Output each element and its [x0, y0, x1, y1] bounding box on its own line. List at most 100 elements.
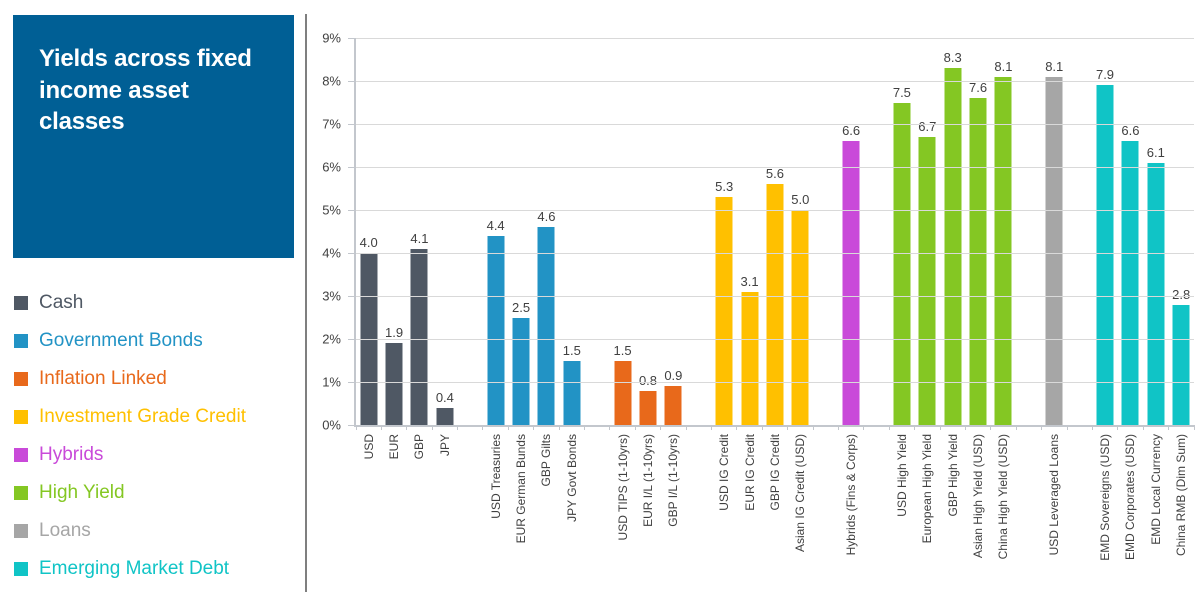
bar-china-rmb-dim-sum [1172, 304, 1190, 425]
title-card: Yields across fixed income asset classes [13, 15, 294, 258]
x-label-slot [864, 434, 889, 561]
x-axis-label: GBP Gilts [539, 434, 554, 487]
legend-item-hybrids: Hybrids [14, 436, 306, 474]
x-axis-tick [964, 425, 966, 430]
x-axis-label: EUR [387, 434, 402, 460]
x-axis-tick [507, 425, 509, 430]
y-axis-tick [348, 166, 355, 168]
gridline [356, 167, 1194, 168]
y-axis-label: 3% [322, 288, 341, 304]
bar-value-label: 7.6 [969, 80, 988, 96]
plot-area: 4.0 1.9 4.1 0.4 4.4 2.5 4.6 1.5 1.5 0.8 0.9 5.3 3.1 5… [322, 31, 1194, 433]
bar-usd-treasuries [487, 235, 505, 425]
x-label-slot: JPY Govt Bonds [559, 434, 584, 561]
x-axis-tick [939, 425, 941, 430]
x-axis-tick [380, 425, 382, 430]
x-label-slot: GBP IG Credit [762, 434, 787, 561]
x-axis-tick [888, 425, 890, 430]
x-label-slot: Asian High Yield (USD) [965, 434, 990, 561]
x-axis-tick [355, 425, 357, 430]
legend-label: Hybrids [39, 444, 104, 465]
bar-slot-jpy: 0.4 [432, 38, 457, 425]
bar-usd-tips-1-10yrs [614, 360, 632, 425]
bar-asian-ig-credit-usd [791, 210, 809, 425]
x-label-slot [686, 434, 711, 561]
legend-item-emerging-market-debt: Emerging Market Debt [14, 550, 306, 588]
legend-swatch [14, 562, 28, 576]
legend-swatch [14, 486, 28, 500]
y-axis-tick [348, 123, 355, 125]
bar-usd-ig-credit [715, 197, 733, 425]
x-axis-tick [1066, 425, 1068, 430]
spacer-slot [686, 38, 711, 425]
legend-item-inflation-linked: Inflation Linked [14, 360, 306, 398]
bar-value-label: 1.9 [385, 325, 404, 341]
x-label-slot: EMD Corporates (USD) [1118, 434, 1143, 561]
x-axis-label: GBP High Yield [945, 434, 960, 517]
bar-slot-usd-high-yield: 7.5 [889, 38, 914, 425]
bar-slot-gbp-ig-credit: 5.6 [762, 38, 787, 425]
x-axis-label: EMD Local Currency [1148, 434, 1163, 545]
bar-slot-asian-high-yield-usd: 7.6 [965, 38, 990, 425]
bar-slot-usd-treasuries: 4.4 [483, 38, 508, 425]
x-label-slot: European High Yield [915, 434, 940, 561]
legend-item-investment-grade-credit: Investment Grade Credit [14, 398, 306, 436]
y-axis-tick [348, 424, 355, 426]
bar-value-label: 2.8 [1172, 286, 1191, 302]
bar-asian-high-yield-usd [969, 98, 987, 425]
spacer-slot [585, 38, 610, 425]
bar-jpy [436, 407, 454, 425]
bar-slot-china-rmb-dim-sum: 2.8 [1169, 38, 1194, 425]
bar-eur-i-l-1-10yrs [639, 390, 657, 425]
x-label-slot: EUR I/L (1-10yrs) [635, 434, 660, 561]
x-axis-tick [1041, 425, 1043, 430]
bar-value-label: 4.0 [359, 235, 378, 250]
legend-item-high-yield: High Yield [14, 474, 306, 512]
x-axis-tick [1117, 425, 1119, 430]
legend-item-cash: Cash [14, 284, 306, 322]
x-label-slot: GBP [407, 434, 432, 561]
x-axis-label: EUR I/L (1-10yrs) [640, 434, 655, 527]
gridline [356, 296, 1194, 297]
legend-label: Emerging Market Debt [39, 558, 230, 579]
x-label-slot: EUR IG Credit [737, 434, 762, 561]
x-label-slot: China High Yield (USD) [991, 434, 1016, 561]
bar-hybrids-fins-corps [842, 141, 860, 425]
vertical-divider [305, 14, 307, 592]
bar-slot-european-high-yield: 6.7 [915, 38, 940, 425]
x-label-slot: USD TIPS (1-10yrs) [610, 434, 635, 561]
x-axis-label: GBP [412, 434, 427, 460]
bar-slot-jpy-govt-bonds: 1.5 [559, 38, 584, 425]
x-axis-tick [406, 425, 408, 430]
x-axis-tick [711, 425, 712, 430]
bar-gbp-ig-credit [766, 184, 784, 425]
bar-gbp-high-yield [944, 68, 962, 425]
bar-emd-corporates-usd [1121, 141, 1139, 425]
x-axis-labels: USD EUR GBP JPY USD Treasuries EUR German Bun… [356, 434, 1194, 561]
bar-value-label: 4.4 [486, 217, 505, 233]
x-axis-label: EMD Sovereigns (USD) [1098, 434, 1113, 561]
legend-swatch [14, 372, 28, 386]
y-axis-tick [348, 209, 355, 211]
bar-jpy-govt-bonds [563, 360, 581, 425]
x-axis-tick [1168, 425, 1170, 430]
x-axis-label: JPY [437, 434, 452, 457]
bar-slot-gbp-gilts: 4.6 [534, 38, 559, 425]
legend-swatch [14, 524, 28, 538]
bar-slots: 4.0 1.9 4.1 0.4 4.4 2.5 4.6 1.5 1.5 0.8 0.9 5.3 3.1 5… [356, 38, 1194, 425]
legend-item-government-bonds: Government Bonds [14, 322, 306, 360]
x-label-slot [585, 434, 610, 561]
x-label-slot: USD Leveraged Loans [1042, 434, 1067, 561]
x-axis-tick [787, 425, 789, 430]
x-axis-tick [431, 425, 433, 430]
bar-slot-gbp: 4.1 [407, 38, 432, 425]
x-axis-tick [482, 425, 484, 430]
x-label-slot: Asian IG Credit (USD) [788, 434, 813, 561]
x-axis-tick [634, 425, 636, 430]
x-axis-label: EUR German Bunds [514, 434, 529, 544]
x-label-slot [458, 434, 483, 561]
y-axis-label: 6% [322, 159, 341, 175]
bar-slot-usd-leveraged-loans: 8.1 [1042, 38, 1067, 425]
bar-value-label: 5.6 [765, 166, 784, 182]
x-axis-label: USD Leveraged Loans [1047, 434, 1062, 556]
